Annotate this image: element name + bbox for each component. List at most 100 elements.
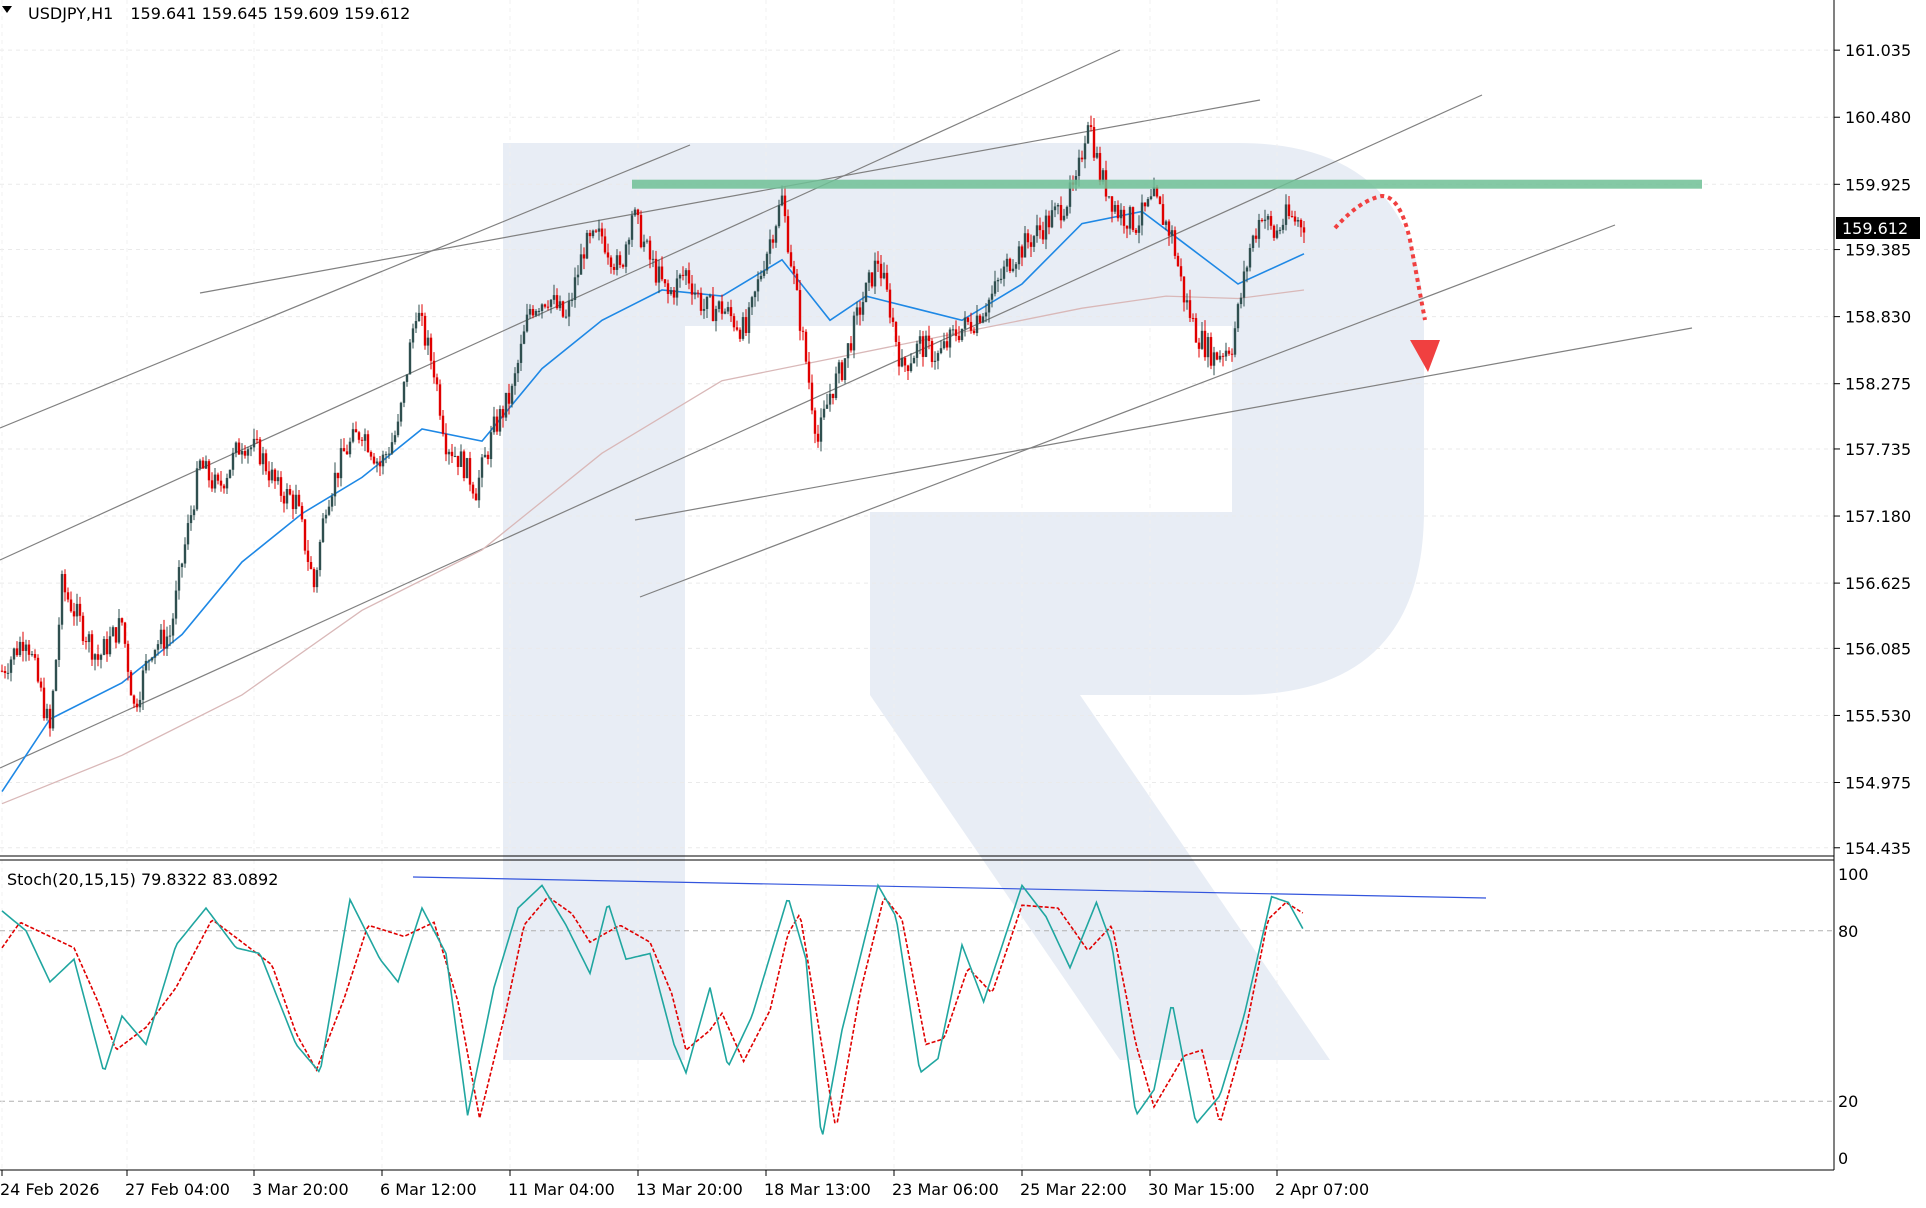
candle [1287, 196, 1291, 220]
candle [783, 186, 787, 223]
candle [189, 505, 193, 531]
candle [576, 265, 580, 286]
candle [303, 518, 307, 555]
candle [591, 229, 595, 239]
candle [864, 282, 868, 303]
candle [294, 484, 298, 514]
forecast-arrowhead [1410, 340, 1440, 372]
candle [1299, 218, 1303, 237]
candle [849, 335, 853, 353]
candle [462, 449, 466, 482]
candle [126, 640, 130, 681]
candle [1086, 121, 1090, 145]
candle [1251, 234, 1255, 252]
candle [153, 649, 157, 665]
candle [1128, 205, 1132, 235]
candle [1224, 342, 1228, 362]
candle [195, 461, 199, 512]
candle [666, 279, 670, 304]
candle [1140, 194, 1144, 236]
candle [162, 619, 166, 656]
candle [942, 332, 946, 350]
price-tick-label: 157.180 [1845, 507, 1911, 526]
time-tick-label: 11 Mar 04:00 [508, 1180, 615, 1199]
candle [831, 393, 835, 405]
time-tick-label: 3 Mar 20:00 [252, 1180, 349, 1199]
candle [1242, 260, 1246, 307]
candle [681, 266, 685, 281]
candle [798, 280, 802, 341]
candle [588, 229, 592, 244]
candle [627, 237, 631, 255]
candle [657, 259, 661, 294]
candle [1053, 202, 1057, 218]
candle [1143, 202, 1147, 212]
candle [825, 393, 829, 409]
candle [699, 287, 703, 316]
candle [1236, 302, 1240, 333]
candle [36, 654, 40, 684]
candle [795, 269, 799, 291]
candle [138, 691, 142, 713]
candle [753, 290, 757, 307]
candle [930, 338, 934, 368]
candle [381, 450, 385, 475]
candle [927, 325, 931, 350]
stoch-trendline [412, 876, 1487, 899]
candle [522, 324, 526, 345]
candle [654, 250, 658, 286]
candle [975, 305, 979, 337]
candle [978, 313, 982, 324]
candle [414, 312, 418, 334]
candle [735, 320, 739, 332]
candle [3, 666, 7, 679]
candle [516, 359, 520, 383]
price-tick-label: 158.830 [1845, 308, 1911, 327]
candle [1197, 337, 1201, 358]
candle [240, 443, 244, 464]
candle [159, 623, 163, 649]
candle [270, 461, 274, 484]
candle [705, 296, 709, 319]
candle [852, 311, 856, 359]
candle [1284, 194, 1288, 231]
candle [1089, 115, 1093, 132]
stoch-signal-line [1, 896, 1304, 1124]
candle [1281, 218, 1285, 234]
time-tick-label: 6 Mar 12:00 [380, 1180, 477, 1199]
price-tick-label: 156.625 [1845, 574, 1911, 593]
candle [9, 656, 13, 682]
candle [57, 617, 61, 667]
candle [1032, 234, 1036, 252]
candle [549, 298, 553, 314]
candle [81, 612, 85, 645]
candle [726, 301, 730, 315]
candle [546, 300, 550, 311]
candle [1161, 194, 1165, 225]
candle [792, 260, 796, 285]
candle [1113, 200, 1117, 214]
candle [855, 301, 859, 325]
candle [1167, 219, 1171, 246]
candle [1062, 208, 1066, 222]
candle [150, 656, 154, 663]
slow-moving-average-line [1, 289, 1305, 805]
candle [1080, 150, 1084, 163]
candle [495, 409, 499, 435]
candle [924, 330, 928, 358]
candle [912, 355, 916, 364]
candle [672, 286, 676, 305]
time-tick-label: 2 Apr 07:00 [1275, 1180, 1369, 1199]
candle [861, 291, 865, 322]
candle [1302, 220, 1306, 243]
candle [318, 539, 322, 577]
price-grid [0, 0, 1834, 852]
candle [486, 451, 490, 465]
candle [90, 630, 94, 667]
candle [717, 300, 721, 313]
candle [177, 560, 181, 600]
candle [1098, 146, 1102, 186]
candle [30, 651, 34, 657]
candle [885, 264, 889, 293]
